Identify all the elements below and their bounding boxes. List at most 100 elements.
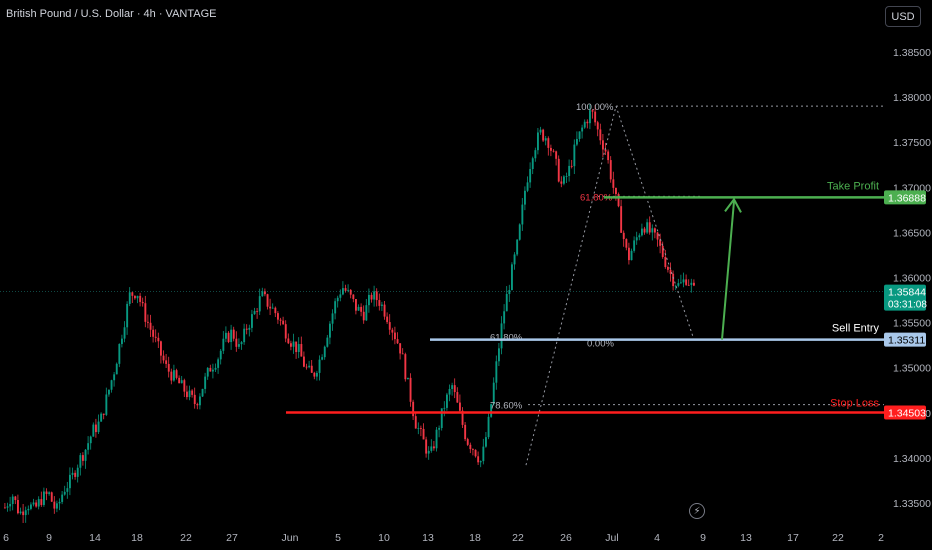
- stop-loss-badge: [884, 405, 926, 420]
- candle-body: [386, 316, 389, 323]
- chart-overlays: 100.00% 0.00% 78.60% 61.80% 61.80% Take Profi…: [0, 102, 884, 466]
- candle-body: [170, 371, 173, 381]
- target-arrow-head: [724, 197, 742, 213]
- candle-body: [490, 404, 493, 417]
- candle-body: [110, 380, 113, 390]
- candle-body: [115, 363, 118, 375]
- candle-body: [521, 204, 524, 225]
- candle-body: [287, 338, 290, 344]
- time-tick-label: 22: [832, 532, 844, 544]
- candle-body: [92, 424, 95, 437]
- candle-body: [310, 365, 313, 373]
- candle-body: [82, 455, 84, 461]
- candle-body: [89, 436, 92, 444]
- candle-body: [474, 449, 477, 457]
- candle-body: [279, 319, 282, 321]
- candle-body: [191, 390, 194, 395]
- candle-body: [292, 341, 295, 347]
- candle-body: [95, 424, 97, 433]
- candle-body: [24, 510, 27, 516]
- candle-body: [144, 303, 147, 322]
- candle-body: [6, 506, 9, 508]
- candle-body: [238, 344, 240, 347]
- candle-body: [30, 504, 32, 509]
- candle-body: [550, 147, 552, 151]
- candle-body: [108, 389, 110, 395]
- candle-body: [677, 283, 680, 286]
- candle-body: [485, 437, 487, 447]
- candle-body: [609, 160, 612, 180]
- candle-body: [219, 350, 222, 360]
- candle-body: [290, 343, 292, 347]
- candle-body: [628, 247, 630, 261]
- price-tick-label: 1.38500: [893, 47, 931, 59]
- candle-body: [17, 500, 19, 514]
- candle-body: [352, 294, 355, 300]
- candle-body: [313, 372, 316, 377]
- take-profit-label: Take Profit: [827, 180, 879, 192]
- candle-body: [113, 374, 116, 381]
- candle-body: [173, 370, 175, 381]
- candlestick-series: [4, 103, 695, 523]
- price-axis: 1.385001.380001.375001.370001.365001.360…: [884, 47, 931, 510]
- candle-body: [401, 353, 404, 355]
- candle-body: [407, 377, 409, 380]
- candle-body: [659, 239, 662, 246]
- candle-body: [430, 446, 433, 451]
- candle-body: [193, 394, 196, 405]
- candle-body: [147, 321, 149, 323]
- candle-body: [136, 295, 139, 299]
- candle-body: [464, 424, 467, 440]
- candle-body: [511, 264, 513, 291]
- candle-body: [157, 337, 160, 342]
- candle-body: [669, 269, 672, 274]
- candle-body: [227, 332, 230, 343]
- candle-body: [690, 282, 693, 285]
- candle-body: [498, 348, 500, 362]
- candle-body: [160, 341, 162, 356]
- candle-body: [433, 446, 435, 449]
- candle-body: [37, 499, 40, 507]
- candle-body: [121, 338, 123, 344]
- candle-body: [537, 132, 539, 151]
- candle-body: [674, 285, 677, 287]
- candle-body: [258, 296, 261, 312]
- candle-body: [134, 295, 136, 299]
- target-arrow-shaft: [721, 201, 735, 340]
- candle-body: [131, 292, 134, 296]
- candle-body: [370, 294, 373, 300]
- candle-body: [297, 344, 300, 353]
- candle-body: [232, 329, 235, 339]
- candle-body: [391, 329, 394, 333]
- candle-body: [687, 284, 690, 286]
- candle-body: [183, 380, 186, 392]
- candle-body: [557, 158, 560, 182]
- candle-body: [469, 444, 472, 450]
- candle-body: [448, 388, 451, 395]
- last-price-badge-countdown: 03:31:08: [888, 300, 927, 311]
- candle-body: [214, 367, 217, 370]
- candle-body: [204, 376, 207, 389]
- candle-body: [446, 394, 448, 408]
- swing-diagonal-down: [615, 105, 695, 340]
- candle-body: [646, 222, 649, 233]
- fib-786-label: 78.60%: [490, 401, 523, 412]
- time-tick-label: 26: [560, 532, 572, 544]
- time-tick-label: Jul: [605, 532, 618, 544]
- candle-body: [414, 416, 417, 429]
- candle-body: [329, 323, 331, 338]
- lightning-icon[interactable]: ⚡: [689, 503, 705, 519]
- candle-body: [615, 187, 617, 195]
- swing-diagonal-up: [525, 105, 617, 466]
- candle-body: [139, 295, 142, 302]
- candle-body: [331, 313, 334, 324]
- currency-button[interactable]: USD: [885, 6, 921, 27]
- candle-body: [212, 369, 214, 372]
- candle-body: [305, 366, 308, 368]
- candle-body: [178, 377, 181, 384]
- candle-body: [344, 288, 347, 291]
- candle-body: [635, 237, 638, 241]
- candle-body: [167, 363, 170, 372]
- candle-body: [420, 428, 422, 429]
